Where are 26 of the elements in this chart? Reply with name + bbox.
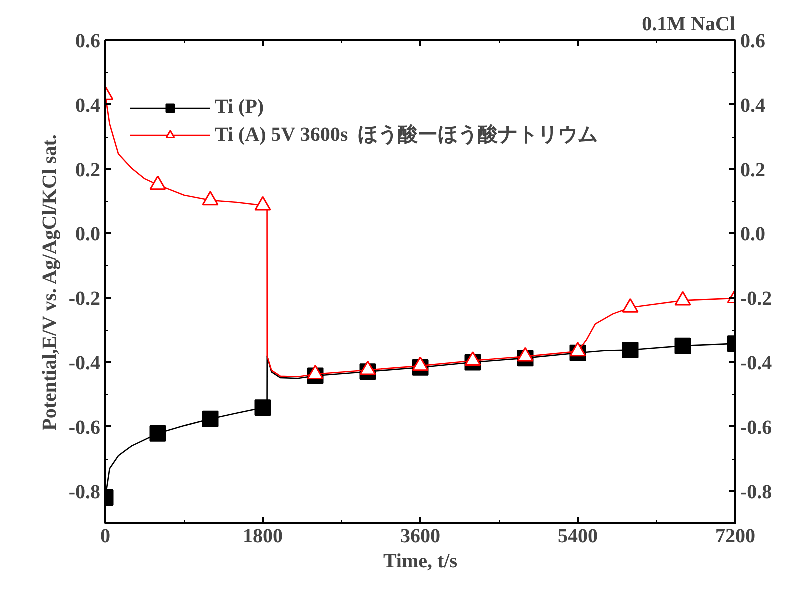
legend-label: Ti (P)	[215, 96, 264, 119]
y2-tick-label: 0.6	[740, 30, 766, 52]
y-tick-label: -0.2	[68, 288, 101, 310]
y2-tick-label: -0.4	[740, 352, 772, 374]
y-tick-label: -0.6	[68, 416, 101, 439]
y2-tick-label: -0.6	[740, 416, 772, 439]
x-tick-label: 1800	[243, 526, 283, 548]
y-axis-title: Potential,E/V vs. Ag/AgCl/KCl sat.	[38, 134, 61, 431]
y2-tick-label: -0.2	[740, 288, 772, 310]
y-tick-label: -0.8	[68, 481, 101, 504]
x-tick-label: 0	[100, 526, 110, 548]
y-tick-label: -0.4	[68, 352, 101, 374]
y-tick-label: 0.4	[76, 94, 100, 117]
legend-label: Ti (A) 5V 3600s ほう酸ーほう酸ナトリウム	[215, 123, 598, 148]
y2-tick-label: 0.0	[740, 224, 766, 246]
x-tick-label: 5400	[558, 526, 598, 548]
y2-tick-label: -0.8	[740, 481, 772, 504]
y2-tick-label: 0.4	[740, 94, 766, 117]
x-tick-label: 7200	[716, 526, 756, 548]
y2-tick-label: 0.2	[740, 159, 766, 182]
y-tick-label: 0.0	[76, 224, 100, 246]
y-tick-label: 0.6	[76, 30, 100, 52]
x-tick-label: 3600	[400, 526, 440, 548]
chart-title: 0.1M NaCl	[642, 14, 736, 36]
y-tick-label: 0.2	[76, 159, 100, 182]
x-axis-title: Time, t/s	[383, 550, 458, 572]
